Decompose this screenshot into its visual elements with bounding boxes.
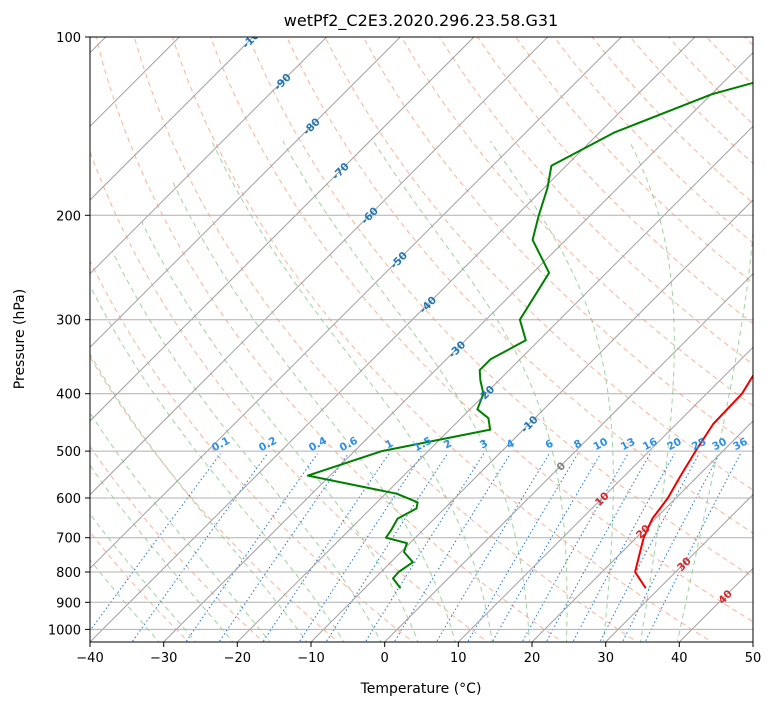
- mixing-ratio-lines: [90, 453, 741, 642]
- pressure-grid: [90, 37, 753, 630]
- moist-adiabat-line: [90, 284, 345, 642]
- isotherm-line: [90, 37, 402, 349]
- mixing-ratio-line: [545, 453, 651, 642]
- x-tick-label: 0: [381, 651, 389, 666]
- moist-adiabat-line: [489, 141, 614, 642]
- y-tick-label: 300: [56, 314, 81, 329]
- x-tick-label: 20: [524, 651, 541, 666]
- moist-adiabat-line: [90, 411, 271, 642]
- mixing-ratio-line: [218, 453, 349, 642]
- isotherm-line: [90, 37, 254, 201]
- mixing-ratio-line: [131, 453, 268, 642]
- moist-adiabat-line: [141, 221, 419, 642]
- moist-adiabat-line: [90, 559, 160, 642]
- moist-adiabat-line: [171, 180, 456, 642]
- x-axis-title: Temperature (°C): [360, 681, 482, 697]
- isotherm-line: [90, 37, 328, 275]
- mixing-ratio-line: [393, 453, 511, 642]
- x-tick-label: −40: [76, 651, 103, 666]
- mixing-ratio-line: [262, 453, 390, 642]
- moist-adiabat-line: [676, 226, 753, 642]
- isotherm-line: [531, 420, 753, 642]
- y-tick-label: 100: [56, 31, 81, 46]
- x-tick-label: 30: [597, 651, 614, 666]
- moist-adiabat-line: [111, 251, 382, 642]
- y-tick-label: 700: [56, 532, 81, 547]
- isotherm-line: [90, 37, 475, 422]
- moist-adiabats: [90, 141, 753, 642]
- dry-adiabat-line: [210, 37, 753, 623]
- moist-adiabat-line: [373, 141, 568, 642]
- y-tick-label: 1000: [48, 623, 81, 638]
- mixing-ratio-line: [185, 453, 318, 642]
- isotherm-line: [604, 493, 753, 642]
- moist-adiabat-line: [629, 141, 675, 642]
- y-tick-label: 200: [56, 209, 81, 224]
- moist-adiabat-line: [211, 141, 493, 642]
- isotherm-line: [90, 37, 623, 570]
- dry-adiabat-line: [477, 37, 753, 325]
- dewpoint-profile-line: [306, 81, 753, 589]
- isotherms: [90, 37, 753, 642]
- dry-adiabat-line: [362, 37, 753, 449]
- isotherm-line: [90, 37, 696, 642]
- chart-title: wetPf2_C2E3.2020.296.23.58.G31: [284, 11, 558, 31]
- x-tick-label: −10: [297, 651, 324, 666]
- plot-background: [90, 37, 753, 642]
- isotherm-line: [310, 199, 753, 642]
- y-tick-label: 600: [56, 492, 81, 507]
- moist-adiabat-line: [282, 141, 530, 642]
- y-tick-label: 500: [56, 445, 81, 460]
- mixing-ratio-line: [572, 453, 675, 642]
- x-axis: −40 −30 −20 −10 0 10 20 30 40 50: [76, 642, 761, 666]
- x-tick-label: −20: [224, 651, 251, 666]
- mixing-ratio-line: [298, 453, 424, 642]
- isotherm-line: [752, 641, 753, 642]
- x-tick-label: 40: [671, 651, 688, 666]
- isotherm-line: [90, 37, 549, 496]
- x-tick-label: −30: [150, 651, 177, 666]
- y-axis-title: Pressure (hPa): [12, 289, 28, 389]
- y-tick-label: 800: [56, 566, 81, 581]
- y-tick-label: 900: [56, 596, 81, 611]
- x-tick-label: 10: [450, 651, 467, 666]
- mixing-ratio-line: [325, 453, 449, 642]
- isotherm-line: [162, 51, 753, 642]
- isotherm-line: [457, 346, 753, 642]
- x-tick-label: 50: [745, 651, 762, 666]
- mixing-ratio-line: [644, 453, 741, 642]
- moist-adiabat-line: [90, 513, 197, 642]
- dry-adiabat-line: [324, 37, 753, 491]
- isotherm-line: [236, 125, 753, 642]
- y-axis: 100 200 300 400 500 600 700 800 900 1000: [48, 31, 90, 638]
- y-tick-label: 400: [56, 388, 81, 403]
- dry-adiabat-line: [90, 150, 489, 642]
- mixing-ratio-line: [90, 453, 221, 632]
- plot-frame: [89, 36, 754, 643]
- isotherm-line: [383, 272, 753, 642]
